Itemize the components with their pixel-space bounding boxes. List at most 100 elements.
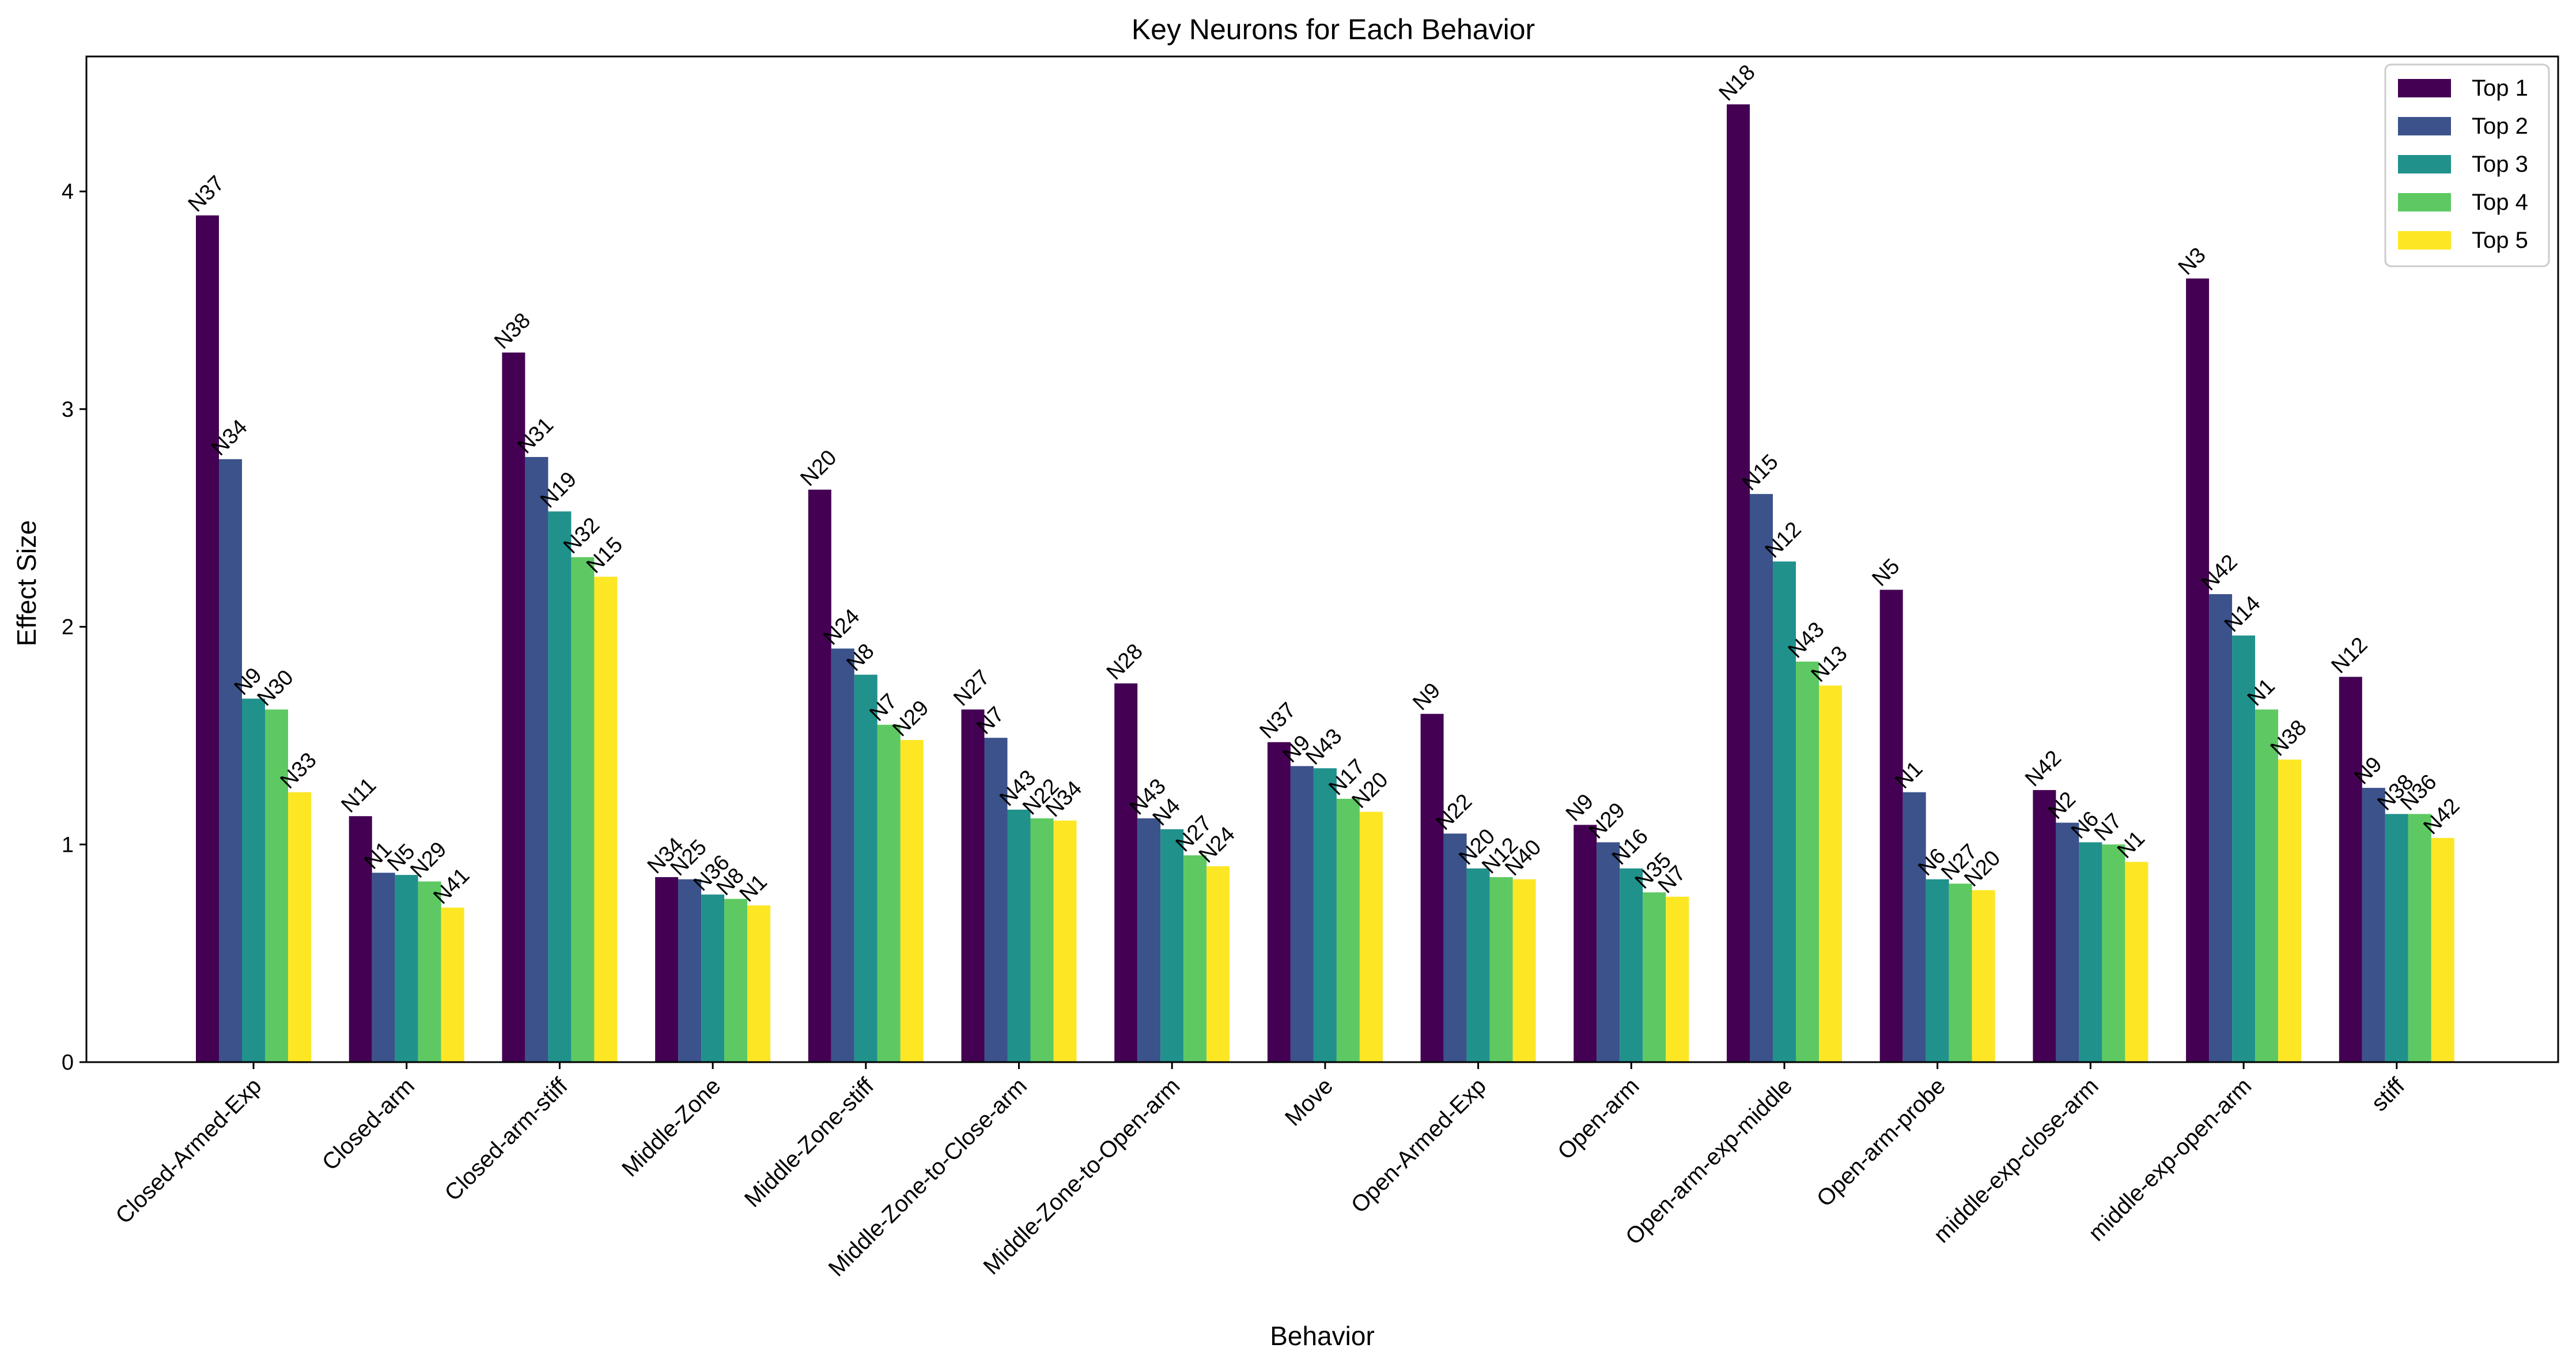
- bars-group: [196, 104, 2454, 1063]
- bar: [571, 557, 595, 1062]
- bar: [525, 456, 549, 1063]
- bar: [196, 215, 219, 1062]
- bar: [288, 792, 311, 1062]
- bar: [1620, 868, 1643, 1062]
- bar: [1114, 683, 1138, 1062]
- bar: [831, 648, 854, 1062]
- bar: [1206, 866, 1230, 1062]
- bar: [1902, 792, 1926, 1062]
- y-tick-label: 1: [62, 833, 74, 857]
- legend-label: Top 5: [2472, 228, 2528, 253]
- x-axis-label: Behavior: [1270, 1321, 1375, 1351]
- chart-title: Key Neurons for Each Behavior: [1132, 13, 1535, 46]
- bar: [2362, 788, 2385, 1062]
- bar: [502, 352, 525, 1062]
- legend-swatch: [2398, 117, 2451, 135]
- bar: [1183, 855, 1207, 1062]
- bar: [1466, 868, 1490, 1062]
- bar: [349, 816, 372, 1062]
- bar: [1420, 713, 1444, 1062]
- bar: [2125, 862, 2148, 1062]
- bar: [747, 905, 771, 1062]
- bar: [2186, 278, 2210, 1062]
- bar: [2033, 790, 2056, 1062]
- legend-label: Top 4: [2472, 190, 2528, 215]
- bar: [2209, 594, 2233, 1062]
- legend-label: Top 3: [2472, 152, 2528, 177]
- bar: [961, 709, 985, 1062]
- bar: [1926, 879, 1949, 1062]
- bar: [1773, 561, 1796, 1062]
- bar: [395, 875, 418, 1062]
- bar: [441, 907, 464, 1062]
- bar: [2079, 842, 2102, 1062]
- y-tick-label: 2: [62, 615, 74, 640]
- bar: [1489, 877, 1513, 1062]
- bar: [1727, 104, 1750, 1063]
- bar: [594, 576, 618, 1062]
- bar: [1643, 892, 1666, 1062]
- bar: [1666, 896, 1689, 1062]
- legend-label: Top 1: [2472, 75, 2528, 101]
- bar: [1819, 685, 1842, 1062]
- y-tick-label: 4: [62, 180, 74, 204]
- bar: [808, 489, 831, 1062]
- bar: [701, 894, 725, 1062]
- bar: [418, 881, 441, 1062]
- bar: [1879, 590, 1903, 1062]
- bar: [1443, 833, 1467, 1062]
- y-tick-label: 3: [62, 398, 74, 422]
- plot-frame: [85, 55, 2559, 1063]
- bar: [655, 877, 679, 1062]
- bar: [984, 738, 1008, 1062]
- bar: [2431, 837, 2454, 1062]
- bar: [2102, 844, 2125, 1062]
- bar: [242, 698, 265, 1062]
- bar: [1512, 879, 1536, 1062]
- legend-swatch: [2398, 193, 2451, 212]
- bar: [1750, 494, 1773, 1062]
- bar: [219, 459, 242, 1063]
- bar: [548, 511, 572, 1062]
- legend-swatch: [2398, 155, 2451, 173]
- bar: [1359, 811, 1383, 1062]
- bar: [678, 879, 702, 1062]
- bar: [1313, 768, 1337, 1062]
- bar: [1597, 842, 1620, 1062]
- bar: [2056, 822, 2079, 1062]
- bar: [2255, 709, 2279, 1062]
- bar: [265, 709, 288, 1062]
- bar: [2408, 814, 2431, 1062]
- bar: [1972, 890, 1995, 1062]
- bar: [1796, 662, 1819, 1062]
- y-axis-ticks: 0 1 2 3 4: [62, 180, 86, 1075]
- legend-box: [2384, 63, 2550, 267]
- bar: [1573, 825, 1597, 1062]
- legend-swatch: [2398, 79, 2451, 97]
- bar: [900, 739, 924, 1062]
- legend-label: Top 2: [2472, 114, 2528, 139]
- bar: [724, 898, 748, 1062]
- legend: Top 1 Top 2 Top 3 Top 4 Top 5: [2384, 63, 2550, 267]
- legend-swatch: [2398, 231, 2451, 250]
- y-tick-label: 0: [62, 1051, 74, 1075]
- bar: [877, 724, 901, 1062]
- bar: [372, 873, 395, 1062]
- bar: [1007, 809, 1031, 1062]
- bar: [1030, 818, 1054, 1062]
- bar: [1267, 742, 1291, 1062]
- bar: [2385, 814, 2408, 1062]
- bar: [2232, 635, 2256, 1062]
- bar: [1160, 829, 1184, 1062]
- bar: [1949, 883, 1972, 1062]
- y-axis-label: Effect Size: [12, 520, 41, 646]
- bar: [1336, 798, 1360, 1062]
- bar: [854, 674, 877, 1062]
- bar: [2339, 677, 2362, 1062]
- bar: [1137, 818, 1161, 1062]
- bar: [1290, 766, 1314, 1062]
- bar: [1053, 820, 1077, 1062]
- bar: [2278, 759, 2302, 1062]
